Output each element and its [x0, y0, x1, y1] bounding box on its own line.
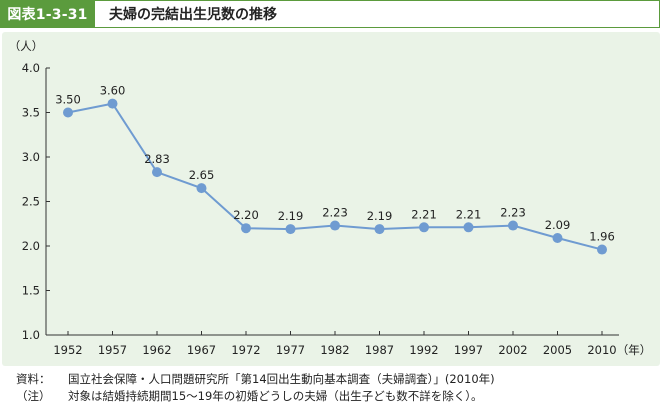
data-point: [374, 224, 385, 235]
footnote: （注） 対象は結婚持続期間15～19年の初婚どうしの夫婦（出生子ども数不詳を除く…: [16, 388, 656, 405]
data-label: 2.20: [233, 208, 259, 222]
x-tick-label: 1997: [454, 343, 483, 357]
source-note: 資料： 国立社会保障・人口問題研究所「第14回出生動向基本調査（夫婦調査）」(2…: [16, 371, 656, 388]
x-tick-label: 1982: [320, 343, 349, 357]
x-axis: 1952 1957 1962 1967 1972 1977 1982 1987 1992 1997…: [53, 331, 651, 357]
data-label: 2.09: [545, 218, 571, 232]
x-axis-unit: （年）: [617, 343, 652, 357]
data-point: [285, 224, 296, 235]
line-chart: （人） 1.01.52.02.53.03.54.0 1952 1957 1962 19…: [9, 39, 652, 357]
chart-panel: （人） 1.0 1.5 2.0 2.5 3.0 3.5 4.0 1952 1957 1962 19…: [2, 32, 660, 366]
data-point: [241, 223, 251, 234]
data-label: 2.19: [278, 209, 304, 223]
data-point: [330, 220, 340, 231]
series-line-group: [63, 98, 607, 255]
x-tick-label: 1972: [231, 343, 260, 357]
x-tick-label: 1977: [276, 343, 305, 357]
y-tick-label: 2.0: [22, 239, 40, 253]
data-point: [508, 220, 518, 231]
x-tick-label: 1962: [142, 343, 171, 357]
data-point: [196, 183, 207, 194]
y-axis: 1.0 1.5 2.0 2.5 3.0 3.5 4.0: [22, 61, 50, 342]
y-tick-label: 1.5: [22, 284, 40, 298]
data-point: [107, 98, 118, 109]
source-label: 資料：: [16, 372, 51, 386]
data-label: 2.21: [456, 207, 482, 221]
figure-footer: 資料： 国立社会保障・人口問題研究所「第14回出生動向基本調査（夫婦調査）」(2…: [16, 371, 656, 405]
data-point: [463, 222, 474, 233]
y-tick-label: 2.5: [22, 195, 40, 209]
x-tick-label: 1967: [187, 343, 216, 357]
data-point: [419, 222, 429, 233]
x-tick-label: 1987: [365, 343, 394, 357]
data-label: 2.21: [411, 207, 437, 221]
data-point: [597, 244, 607, 255]
data-label: 2.23: [322, 206, 348, 220]
figure-number-badge: 図表1-3-31: [0, 0, 95, 28]
data-point: [152, 167, 162, 178]
x-tick-label: 1952: [53, 343, 82, 357]
note-text: 対象は結婚持続期間15～19年の初婚どうしの夫婦（出生子ども数不詳を除く）。: [68, 389, 483, 403]
data-label: 2.23: [500, 206, 526, 220]
x-tick-label: 1992: [409, 343, 438, 357]
data-label: 3.50: [55, 93, 81, 107]
x-tick-label: 2010: [587, 343, 616, 357]
x-tick-label: 1957: [98, 343, 127, 357]
data-label: 3.60: [100, 84, 126, 98]
x-tick-label: 2002: [498, 343, 527, 357]
y-axis-unit: （人）: [9, 39, 44, 53]
x-tick-label: 2005: [543, 343, 572, 357]
figure-header: 図表1-3-31 夫婦の完結出生児数の推移: [0, 0, 662, 28]
figure-title: 夫婦の完結出生児数の推移: [95, 0, 660, 28]
y-tick-label: 3.5: [22, 106, 40, 120]
data-label: 1.96: [589, 230, 615, 244]
data-point: [552, 232, 563, 243]
data-label: 2.65: [189, 168, 215, 182]
y-tick-label: 4.0: [22, 61, 40, 75]
data-label: 2.19: [367, 209, 393, 223]
data-label: 2.83: [144, 152, 170, 166]
y-tick-label: 3.0: [22, 150, 40, 164]
note-label: （注）: [16, 389, 51, 403]
data-point: [63, 107, 73, 118]
y-tick-label: 1.0: [22, 328, 40, 342]
source-text: 国立社会保障・人口問題研究所「第14回出生動向基本調査（夫婦調査）」(2010年…: [68, 372, 495, 386]
data-labels: 3.50 3.60 2.83 2.65 2.20 2.19 2.23 2.19 2.21 2.21…: [55, 84, 615, 244]
